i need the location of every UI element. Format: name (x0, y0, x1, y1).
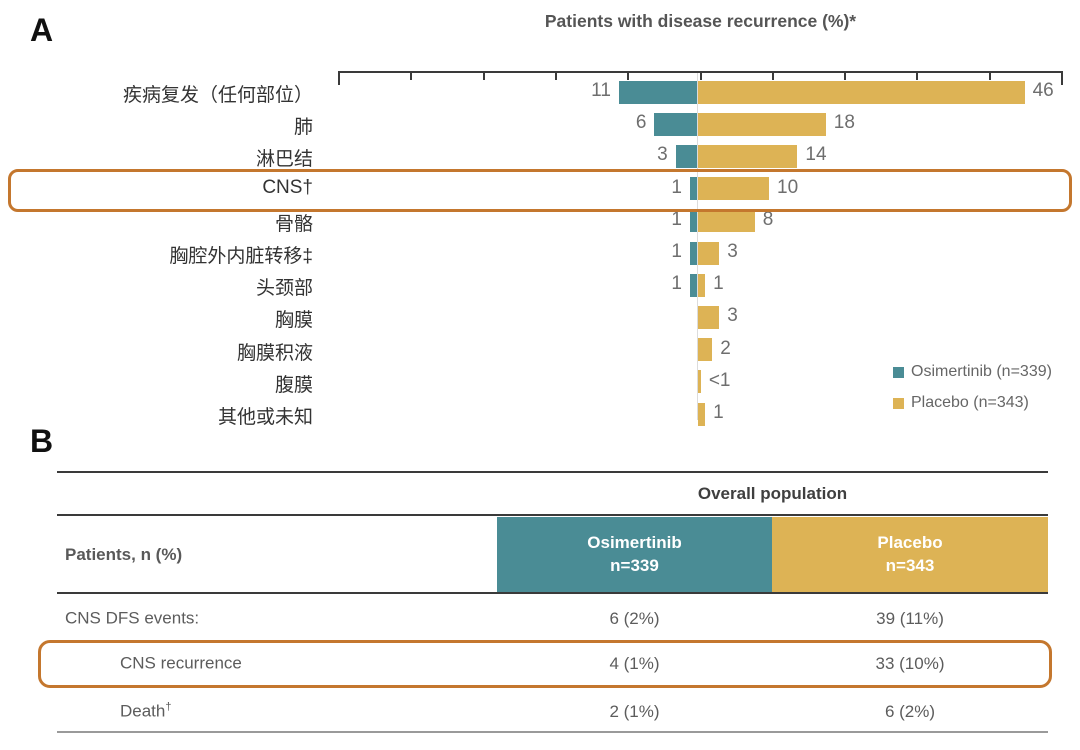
column-subtitle: n=339 (610, 555, 659, 575)
placebo-bar (698, 80, 1025, 104)
cell-placebo: 6 (2%) (884, 701, 936, 721)
column-title: Placebo (877, 532, 943, 552)
cell-placebo: 39 (11%) (876, 608, 944, 628)
category-label: 头颈部 (255, 278, 313, 300)
placebo-bar (698, 241, 720, 265)
placebo-bar (698, 209, 755, 233)
osimertinib-value: 6 (635, 112, 647, 134)
placebo-bar (698, 338, 713, 362)
osimertinib-bar (689, 241, 697, 265)
row-label: CNS recurrence (120, 653, 242, 673)
table-row-header: Patients, n (%) (65, 544, 183, 564)
legend-label: Osimertinib (n=339) (911, 363, 1052, 380)
osimertinib-bar (689, 273, 697, 297)
placebo-value: 10 (777, 176, 799, 198)
osimertinib-value: 1 (671, 273, 682, 295)
osimertinib-value: 1 (671, 176, 682, 198)
legend-label: Placebo (n=343) (911, 394, 1029, 411)
category-label: 淋巴结 (255, 149, 313, 171)
placebo-value: 3 (727, 241, 738, 262)
category-label: 疾病复发（任何部位） (122, 85, 313, 106)
category-label: 胸膜 (274, 310, 313, 332)
placebo-value: 1 (713, 273, 724, 295)
table-row: Death† 2 (1%) 6 (2%) (0, 689, 1080, 734)
row-label: CNS DFS events: (65, 608, 200, 628)
legend-item-placebo: Placebo (n=343) (893, 394, 1052, 412)
cns-row-highlight-box (8, 169, 1072, 212)
placebo-bar (698, 402, 706, 426)
cell-osimertinib: 2 (1%) (609, 701, 660, 721)
osimertinib-swatch (893, 366, 904, 378)
placebo-bar (698, 177, 769, 201)
osimertinib-value: 11 (591, 80, 611, 101)
placebo-bar (698, 273, 706, 297)
placebo-bar (698, 112, 826, 136)
panel-b-label: B (30, 423, 54, 459)
osimertinib-bar (689, 209, 697, 233)
category-label: 其他或未知 (217, 407, 313, 428)
placebo-bar (698, 144, 798, 168)
axis-tick (627, 71, 630, 80)
category-label: CNS† (262, 176, 313, 198)
osimertinib-value: 1 (671, 241, 682, 262)
placebo-swatch (893, 397, 904, 409)
table-bottom-rule (57, 731, 1048, 733)
osimertinib-value: 1 (671, 208, 682, 230)
axis-tick (699, 71, 702, 80)
category-label: 腹膜 (274, 374, 313, 396)
axis-tick (1061, 71, 1063, 85)
column-subtitle: n=343 (885, 555, 935, 575)
osimertinib-bar (654, 112, 697, 136)
axis-tick (410, 71, 413, 80)
category-label: 骨骼 (274, 213, 313, 235)
zero-baseline (697, 73, 698, 420)
placebo-value: <1 (708, 369, 731, 391)
cell-placebo: 33 (10%) (875, 653, 945, 673)
legend-item-osimertinib: Osimertinib (n=339) (893, 363, 1052, 381)
axis-tick (338, 71, 340, 85)
chart-title: Patients with disease recurrence (%)* (544, 11, 857, 31)
osimertinib-bar (618, 80, 697, 104)
category-label: 胸膜积液 (236, 342, 313, 364)
column-header-osimertinib: Osimertinib n=339 (497, 517, 772, 592)
osimertinib-bar (675, 144, 697, 168)
axis-tick (916, 71, 919, 80)
placebo-value: 1 (713, 402, 724, 423)
cell-osimertinib: 4 (1%) (609, 653, 660, 673)
axis-tick (771, 71, 774, 80)
axis-tick (482, 71, 485, 80)
osimertinib-bar (689, 177, 697, 201)
cns-recurrence-highlight-box (38, 640, 1052, 688)
placebo-value: 18 (833, 112, 855, 134)
table-header-rule (57, 592, 1048, 594)
category-label: 胸腔外内脏转移‡ (169, 246, 313, 267)
placebo-value: 8 (762, 208, 774, 230)
placebo-bar (698, 370, 701, 394)
legend: Osimertinib (n=339) Placebo (n=343) (893, 363, 1052, 412)
placebo-value: 3 (727, 305, 738, 327)
axis-tick (844, 71, 847, 80)
cell-osimertinib: 6 (2%) (609, 608, 660, 628)
axis-tick (988, 71, 991, 80)
panel-a-label: A (30, 12, 54, 48)
table-row: CNS recurrence 4 (1%) 33 (10%) (0, 641, 1080, 686)
row-label: Death† (120, 701, 172, 721)
axis-tick (554, 71, 557, 80)
placebo-bar (698, 305, 720, 329)
table-group-rule (57, 514, 1048, 516)
table-top-rule (57, 471, 1048, 473)
placebo-value: 2 (720, 337, 731, 359)
category-label: 肺 (293, 117, 313, 139)
table-group-header: Overall population (697, 484, 848, 503)
column-header-placebo: Placebo n=343 (772, 517, 1048, 592)
column-title: Osimertinib (587, 532, 682, 552)
osimertinib-value: 3 (657, 144, 668, 166)
table-row: CNS DFS events: 6 (2%) 39 (11%) (0, 596, 1080, 641)
placebo-value: 14 (805, 144, 827, 166)
placebo-value: 46 (1032, 80, 1054, 101)
